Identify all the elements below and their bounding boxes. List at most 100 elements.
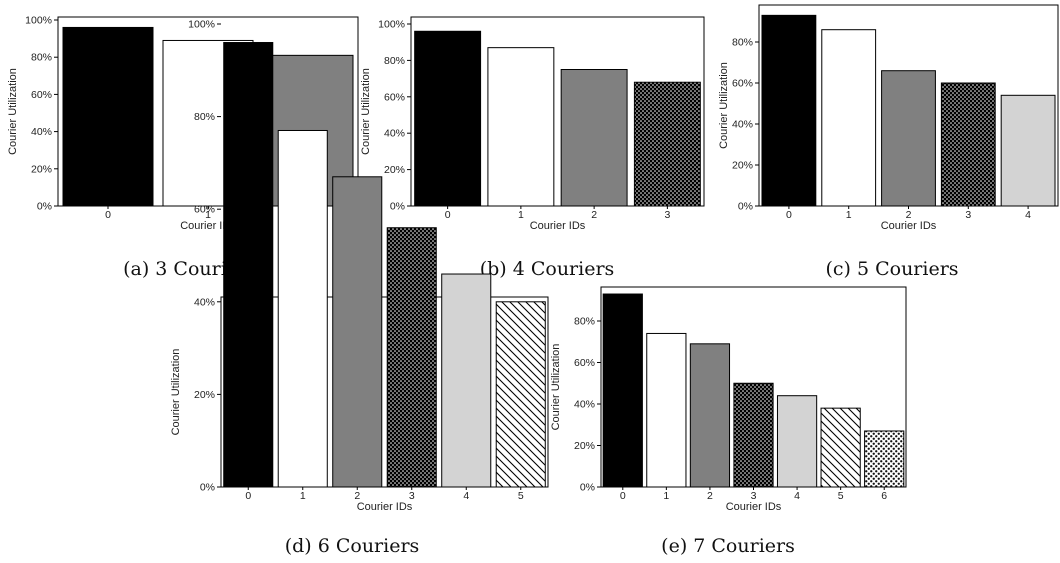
y-tick-label: 0%	[390, 201, 405, 213]
bar-courier-5	[495, 301, 546, 488]
y-tick-label: 40%	[384, 128, 405, 140]
bar-courier-1	[646, 332, 687, 488]
y-tick-label: 80%	[31, 52, 52, 64]
bar-courier-1	[277, 129, 328, 488]
y-tick-label: 60%	[384, 91, 405, 103]
x-axis-title: Courier IDs	[357, 501, 413, 513]
bar-courier-0	[223, 42, 274, 488]
bar-courier-3	[386, 227, 437, 488]
x-tick-label: 4	[463, 490, 469, 502]
x-tick-label: 3	[664, 209, 670, 221]
bar-courier-1	[821, 29, 877, 207]
x-tick-label: 5	[838, 490, 844, 502]
bar-courier-2	[332, 176, 383, 488]
x-tick-label: 2	[906, 209, 912, 221]
x-tick-label: 1	[518, 209, 524, 221]
y-tick-label: 60%	[732, 78, 753, 90]
y-axis-title: Courier Utilization	[170, 349, 182, 436]
x-tick-label: 3	[751, 490, 757, 502]
y-tick-label: 40%	[31, 126, 52, 138]
y-tick-label: 80%	[384, 55, 405, 67]
y-tick-label: 20%	[384, 164, 405, 176]
y-tick-label: 40%	[732, 119, 753, 131]
x-tick-label: 0	[245, 490, 251, 502]
y-tick-label: 60%	[31, 89, 52, 101]
x-tick-label: 2	[707, 490, 713, 502]
x-axis-title: Courier IDs	[726, 501, 782, 513]
y-axis-title: Courier Utilization	[718, 62, 730, 149]
y-tick-label: 0%	[200, 482, 215, 494]
bar-courier-3	[733, 382, 774, 488]
caption-e: (e) 7 Couriers	[661, 535, 795, 557]
x-tick-label: 5	[518, 490, 524, 502]
caption-b: (b) 4 Couriers	[480, 258, 615, 280]
x-tick-label: 2	[354, 490, 360, 502]
x-axis-title: Courier IDs	[180, 220, 236, 232]
bar-courier-4	[776, 395, 818, 488]
x-tick-label: 3	[965, 209, 971, 221]
y-tick-label: 20%	[732, 160, 753, 172]
x-tick-label: 6	[881, 490, 887, 502]
x-tick-label: 0	[620, 490, 626, 502]
chart-c: 0% 20% 40% 60% 80% 0 1 2 3 4 Courier IDs Courier Ut…	[718, 4, 1059, 232]
chart-e: 0% 20% 40% 60% 80% 0 1 2 3 4 5 6 Courier IDs Courier …	[550, 286, 907, 513]
caption-d: (d) 6 Couriers	[285, 535, 420, 557]
x-tick-label: 4	[1025, 209, 1031, 221]
y-tick-label: 100%	[25, 15, 52, 27]
bar-courier-0	[602, 293, 643, 488]
plot-frame	[410, 16, 705, 207]
panel-c: 0% 20% 40% 60% 80% 0 1 2 3 4 Courier IDs Courier Ut…	[718, 4, 1059, 280]
caption-c: (c) 5 Couriers	[825, 258, 958, 280]
bar-courier-1	[487, 47, 555, 207]
x-tick-label: 1	[205, 209, 211, 221]
bar-courier-4	[1000, 94, 1056, 207]
y-tick-label: 20%	[574, 440, 595, 452]
bar-courier-0	[761, 14, 817, 207]
y-tick-label: 0%	[37, 201, 52, 213]
x-tick-label: 1	[846, 209, 852, 221]
y-tick-label: 20%	[194, 389, 215, 401]
y-axis-title: Courier Utilization	[360, 68, 372, 155]
y-tick-label: 60%	[574, 357, 595, 369]
y-tick-label: 40%	[574, 399, 595, 411]
x-tick-label: 0	[105, 209, 111, 221]
x-axis-title: Courier IDs	[530, 220, 586, 232]
chart-b: 0% 20% 40% 60% 80% 100% 0 1 2 3 Courier IDs Courier…	[360, 16, 705, 232]
y-tick-label: 80%	[194, 111, 215, 123]
x-tick-label: 0	[445, 209, 451, 221]
bar-courier-2	[689, 343, 731, 488]
bar-courier-2	[560, 69, 628, 207]
y-axis-title: Courier Utilization	[550, 344, 562, 431]
y-tick-label: 40%	[194, 296, 215, 308]
x-tick-label: 4	[794, 490, 800, 502]
y-tick-label: 80%	[732, 37, 753, 49]
x-axis-title: Courier IDs	[881, 220, 937, 232]
y-axis-title: Courier Utilization	[7, 68, 19, 155]
x-tick-label: 1	[663, 490, 669, 502]
bar-courier-0	[62, 26, 154, 207]
x-tick-label: 2	[591, 209, 597, 221]
panel-e: 0% 20% 40% 60% 80% 0 1 2 3 4 5 6 Courier IDs Courier …	[550, 286, 907, 557]
bar-courier-5	[820, 407, 861, 488]
plot-frame	[220, 296, 549, 488]
y-tick-label: 60%	[194, 204, 215, 216]
x-tick-label: 0	[786, 209, 792, 221]
y-tick-label: 100%	[188, 19, 215, 31]
y-tick-label: 20%	[31, 163, 52, 175]
y-tick-label: 0%	[738, 201, 753, 213]
bar-courier-3	[940, 82, 996, 207]
bar-courier-0	[414, 30, 482, 207]
bar-courier-4	[441, 273, 492, 488]
x-tick-label: 1	[300, 490, 306, 502]
y-tick-label: 100%	[378, 19, 405, 31]
y-tick-label: 80%	[574, 316, 595, 328]
bar-courier-6	[864, 430, 905, 488]
panel-b: 0% 20% 40% 60% 80% 100% 0 1 2 3 Courier IDs Courier…	[360, 16, 705, 280]
y-tick-label: 0%	[580, 482, 595, 494]
x-tick-label: 3	[409, 490, 415, 502]
bar-courier-3	[633, 81, 701, 207]
bar-courier-2	[881, 70, 936, 207]
